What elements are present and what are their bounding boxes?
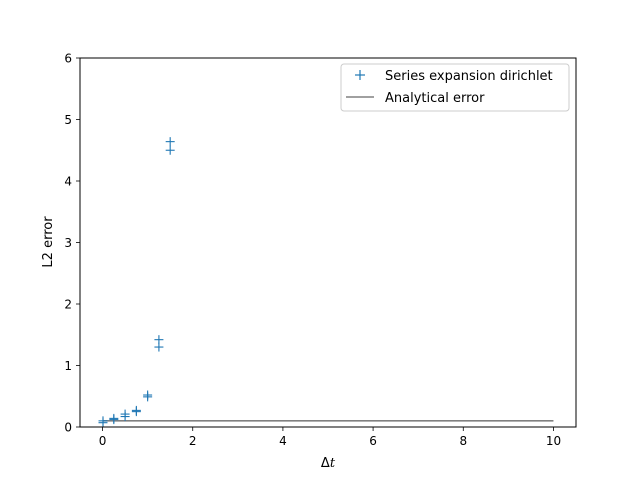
data-point	[109, 413, 119, 423]
legend-box	[340, 63, 570, 112]
y-tick-label: 3	[64, 236, 72, 250]
legend-label-analytical-error: Analytical error	[385, 91, 485, 106]
y-tick-label: 1	[64, 359, 72, 373]
x-tick-label: 4	[279, 434, 287, 448]
y-tick-label: 0	[64, 421, 72, 435]
x-tick-label: 0	[99, 434, 107, 448]
data-point	[98, 416, 108, 426]
x-tick-label: 10	[546, 434, 561, 448]
y-tick-label: 2	[64, 298, 72, 312]
y-axis-label: L2 error	[41, 216, 56, 268]
data-point	[154, 335, 164, 345]
y-tick-label: 6	[64, 52, 72, 66]
ticks-layer: 0 2 4 6 8 10 0 1 2 3 4 5 6	[64, 52, 561, 449]
x-axis-label: Δt	[321, 456, 336, 471]
data-point	[120, 409, 130, 419]
data-point	[165, 137, 175, 147]
data-point	[165, 145, 175, 155]
x-tick-label: 6	[369, 434, 377, 448]
plot-layer	[98, 137, 554, 428]
legend: Series expansion dirichlet Analytical er…	[340, 63, 570, 112]
legend-label-series-expansion: Series expansion dirichlet	[385, 69, 553, 84]
data-point	[143, 390, 153, 400]
legend-marker-series-expansion	[355, 70, 365, 80]
x-tick-label: 8	[459, 434, 467, 448]
y-tick-label: 5	[64, 113, 72, 127]
x-tick-label: 2	[189, 434, 197, 448]
data-point	[131, 405, 141, 415]
y-tick-label: 4	[64, 175, 72, 189]
